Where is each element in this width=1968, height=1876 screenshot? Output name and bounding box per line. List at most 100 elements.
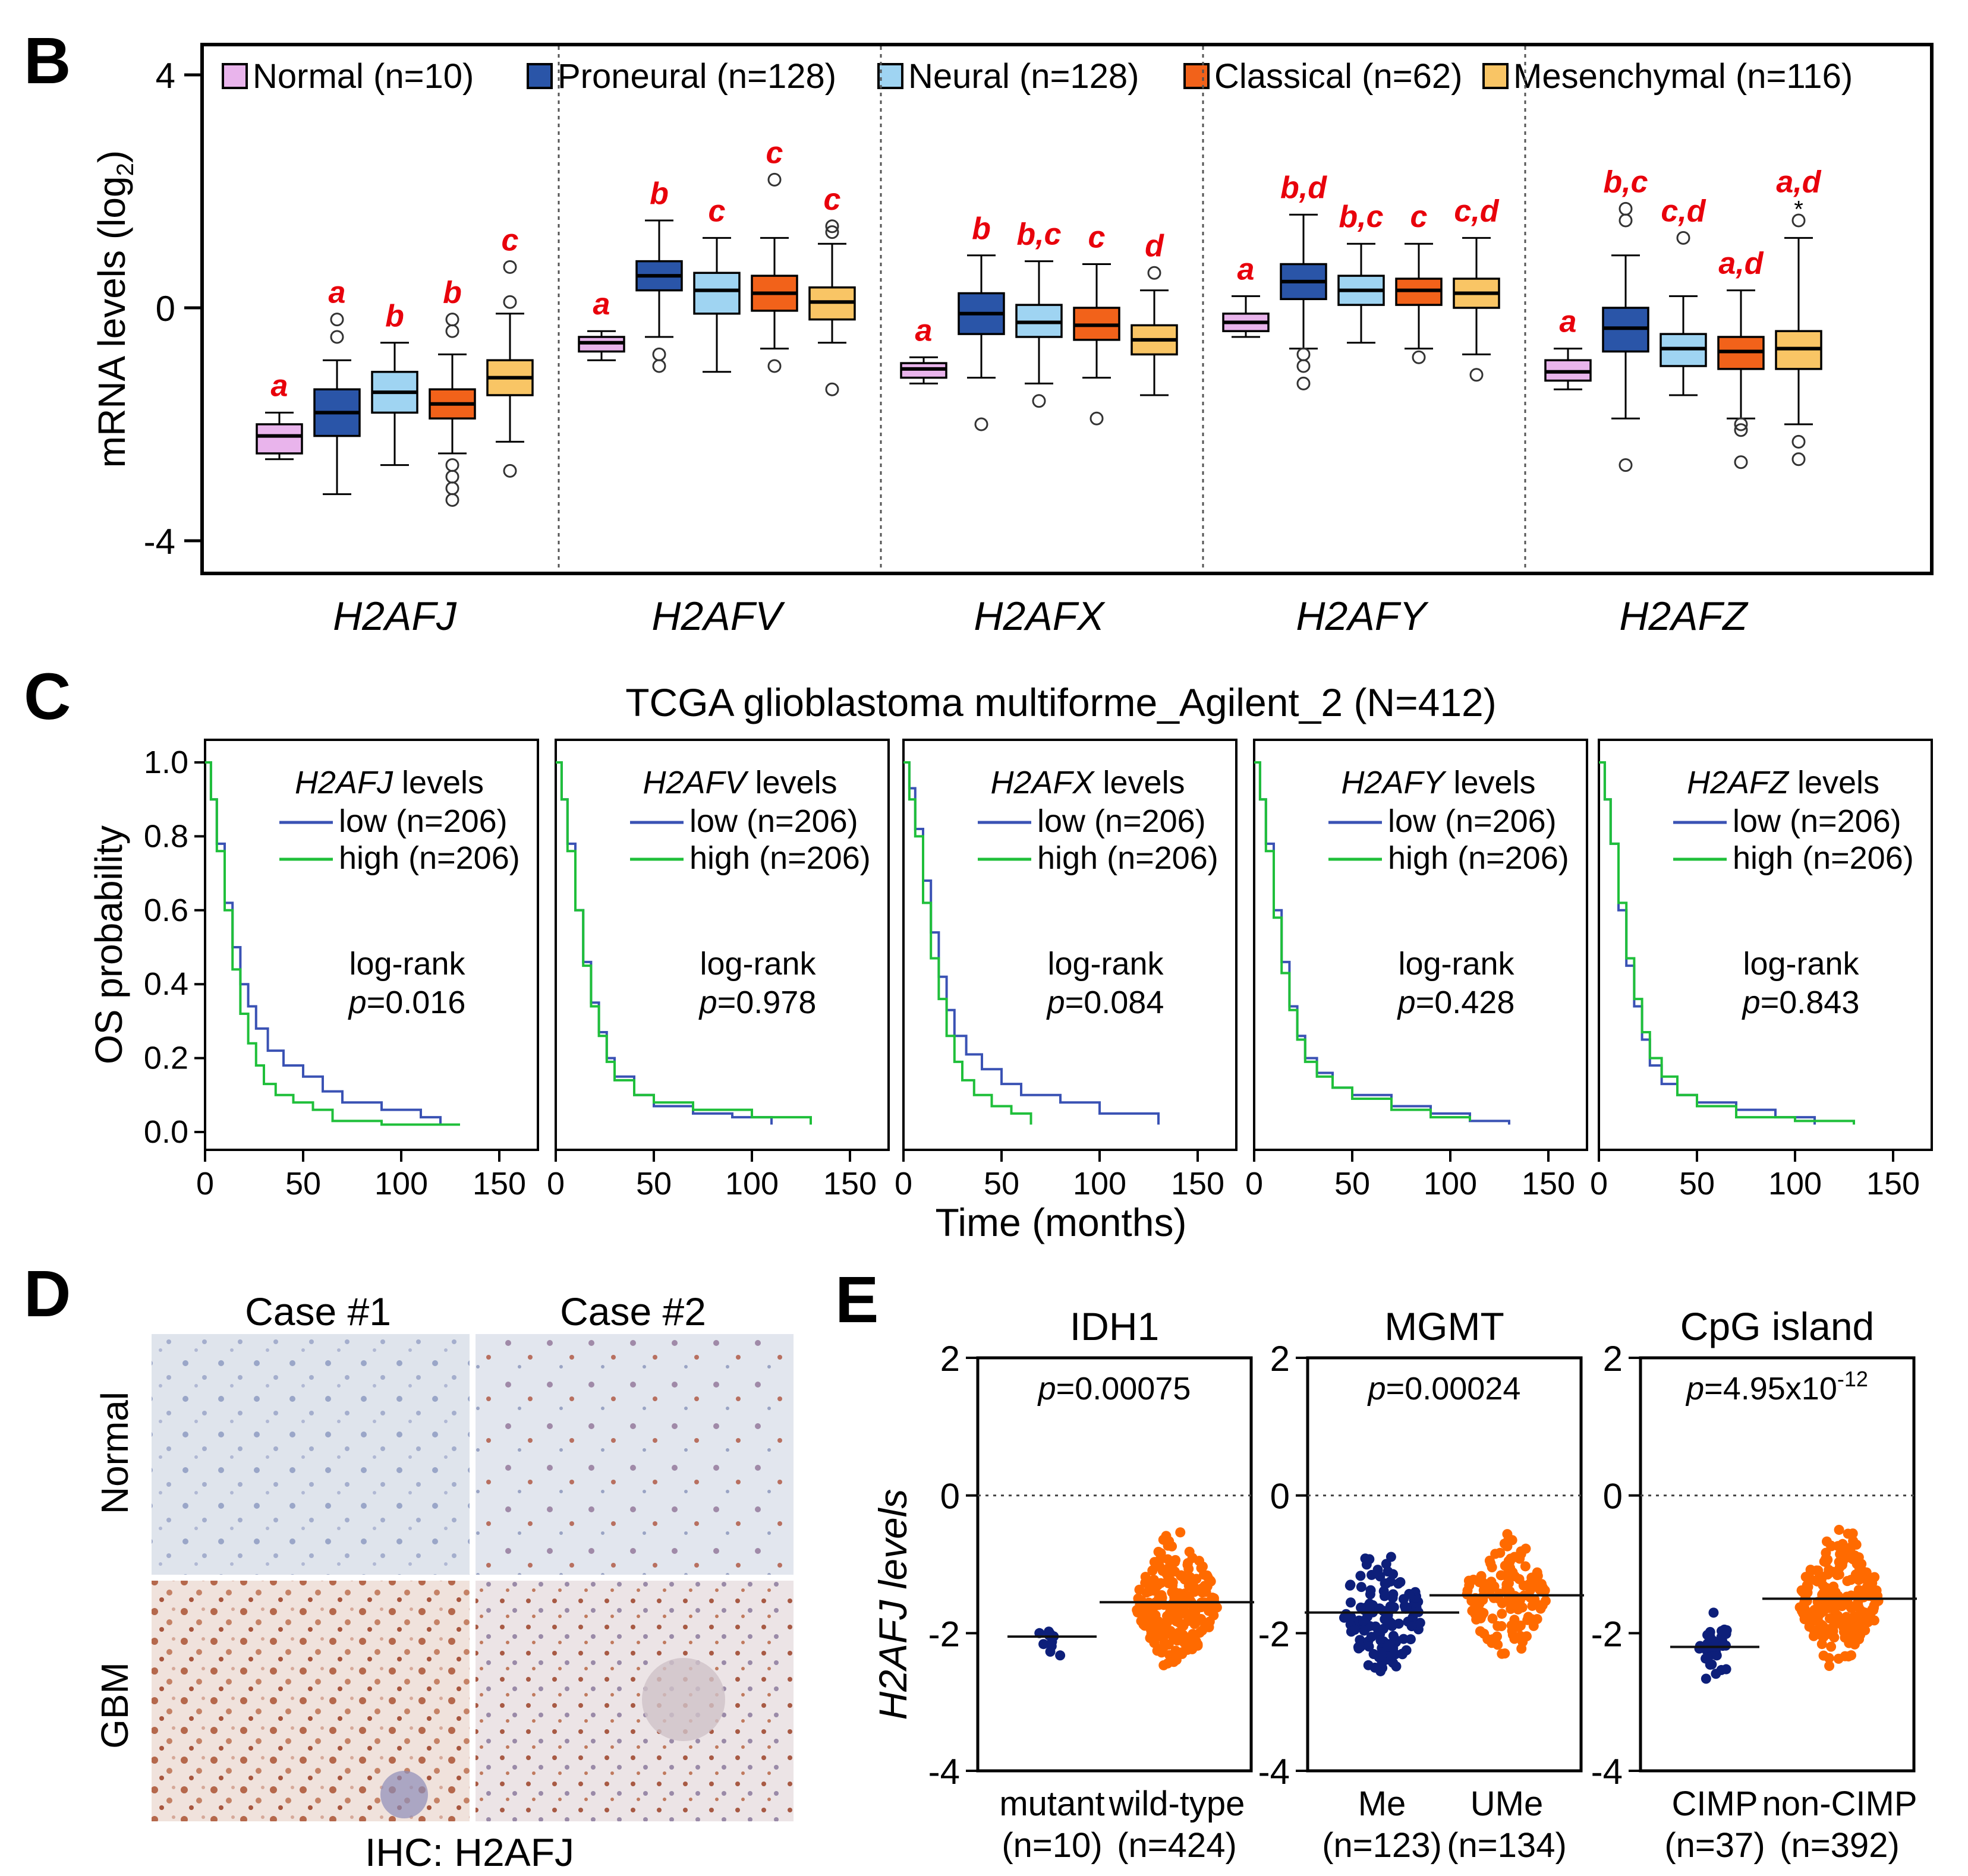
km-xtick-label: 100 [1768, 1166, 1822, 1202]
box-significance-letter: b [385, 299, 404, 333]
box-H2AFY-1: b,d [1280, 171, 1327, 390]
km-xtick-label: 100 [1073, 1166, 1126, 1202]
scatter-point [1850, 1550, 1860, 1561]
scatter-point [1374, 1603, 1385, 1614]
scatter-point [1487, 1562, 1497, 1572]
box-outlier [974, 417, 988, 431]
box-significance-letter: c [766, 135, 783, 170]
box-outlier [1619, 458, 1633, 472]
scatter-point [1539, 1585, 1550, 1596]
km-pvalue: p=0.428 [1397, 985, 1515, 1020]
km-pvalue: p=0.084 [1046, 985, 1164, 1020]
scatter-point [1500, 1648, 1510, 1659]
scatter-point [1478, 1594, 1488, 1605]
scatter-ytick-label: -4 [1258, 1752, 1290, 1792]
km-pvalue: p=0.016 [348, 985, 466, 1020]
km-xtick-label: 150 [823, 1166, 877, 1202]
panel-b-ytick-label: 0 [156, 289, 175, 329]
km-logrank-label: log-rank [1743, 946, 1859, 982]
scatter-point [1393, 1578, 1404, 1589]
panel-c-ylabel: OS probability [87, 825, 130, 1064]
scatter-point [1514, 1574, 1525, 1584]
box-significance-letter: c [502, 223, 519, 257]
scatter-point [1857, 1573, 1868, 1584]
scatter-point [1721, 1629, 1731, 1639]
box-H2AFZ-3: a,d [1717, 247, 1765, 469]
km-xtick-label: 50 [1679, 1166, 1715, 1202]
box-H2AFV-0: a [578, 287, 625, 361]
scatter-point [1355, 1571, 1366, 1581]
km-xtick-label: 0 [895, 1166, 912, 1202]
scatter-point [1391, 1661, 1402, 1672]
km-xtick-label: 0 [1245, 1166, 1263, 1202]
scatter-point [1398, 1634, 1409, 1644]
legend-label-2: Neural (n=128) [908, 57, 1139, 96]
scatter-point [1805, 1565, 1816, 1575]
scatter-point [1492, 1620, 1503, 1631]
scatter-point [1175, 1527, 1186, 1538]
scatter-point [1838, 1622, 1849, 1633]
scatter-plot-1: MGMT 2 0 -2 -4 p=0.00024 Me(n=123) UMe(n=134) [1258, 1304, 1584, 1865]
scatter-ytick-label: -2 [1258, 1614, 1290, 1654]
scatter-point [1711, 1669, 1721, 1679]
box-significance-letter: a [1560, 305, 1577, 339]
scatter-point [1505, 1553, 1516, 1564]
box-outlier [1032, 394, 1046, 408]
box-significance-letter: a [593, 287, 610, 321]
panel-b-category-H2AFX: H2AFX [974, 594, 1106, 639]
box-body [256, 423, 303, 455]
box-outlier [1619, 201, 1633, 216]
scatter-point [1837, 1595, 1847, 1606]
scatter-point [1802, 1596, 1812, 1606]
scatter-point [1349, 1625, 1360, 1635]
scatter-point [1854, 1563, 1865, 1574]
panel-c-title: TCGA glioblastoma multiforme_Agilent_2 (… [625, 680, 1497, 724]
panel-c-survival: TCGA glioblastoma multiforme_Agilent_2 (… [87, 680, 1933, 1244]
km-curve-high [205, 761, 460, 1126]
box-outlier [445, 313, 459, 327]
legend-label-3: Classical (n=62) [1214, 57, 1462, 96]
km-curve-low [205, 761, 442, 1125]
box-body [693, 272, 741, 315]
box-outlier [1676, 231, 1690, 245]
scatter-point [1830, 1587, 1841, 1598]
legend-label-0: Normal (n=10) [253, 57, 474, 96]
box-significance-letter: c [1410, 200, 1428, 234]
scatter-point [1183, 1581, 1194, 1591]
box-outlier [1090, 411, 1104, 425]
km-xtick-label: 100 [1424, 1166, 1477, 1202]
scatter-point [1207, 1592, 1218, 1603]
ihc-normal-case-2-image [476, 1334, 794, 1575]
km-legend-label-1: high (n=206) [689, 840, 871, 876]
scatter-point [1799, 1613, 1810, 1624]
scatter-point [1842, 1576, 1853, 1587]
scatter-point [1797, 1606, 1808, 1616]
box-significance-letter: c [824, 182, 841, 217]
legend-swatch-3 [1183, 63, 1210, 89]
box-significance-letter: a [329, 276, 346, 310]
box-significance-letter: b,d [1280, 171, 1327, 205]
km-legend-label-1: high (n=206) [1388, 840, 1569, 876]
km-legend-title: H2AFX levels [990, 765, 1185, 800]
scatter-point [1383, 1566, 1393, 1577]
km-xtick-label: 150 [1171, 1166, 1224, 1202]
km-xtick-label: 50 [285, 1166, 321, 1202]
box-outlier [445, 493, 459, 507]
scatter-point [1529, 1594, 1540, 1605]
scatter-point [1375, 1571, 1386, 1582]
box-outlier [767, 172, 782, 187]
scatter-group-name: UMe [1471, 1784, 1543, 1823]
scatter-point [1345, 1597, 1356, 1608]
km-legend-label-0: low (n=206) [1733, 803, 1901, 839]
box-outlier [1734, 455, 1748, 469]
box-outlier [1791, 434, 1806, 449]
scatter-point [1824, 1565, 1834, 1575]
scatter-frame [1639, 1356, 1916, 1773]
box-significance-letter: a [1238, 252, 1255, 286]
scatter-point [1476, 1610, 1487, 1621]
panel-letter-d: D [24, 1257, 71, 1330]
scatter-group-n: (n=37) [1664, 1826, 1765, 1865]
panel-b-ylabel: mRNA levels (log2) [90, 150, 138, 468]
box-H2AFY-3: c [1395, 200, 1443, 364]
box-H2AFX-3: c [1073, 220, 1120, 425]
